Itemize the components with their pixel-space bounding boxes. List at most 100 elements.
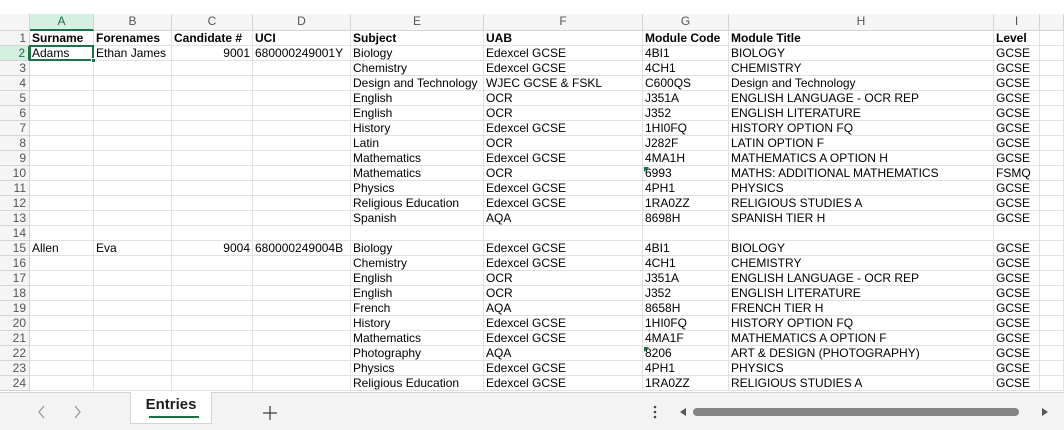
cell: AQA [484,211,643,226]
cell: 4BI1 [643,46,729,61]
cell [30,181,94,196]
cell [94,106,172,121]
cell: 4CH1 [643,61,729,76]
cell: GCSE [994,241,1040,256]
column-header: I [994,14,1040,31]
cell [30,361,94,376]
cell [94,76,172,91]
cell: 680000249001Y [253,46,351,61]
cell [994,226,1040,241]
cell [1040,151,1064,166]
tab-bar: Entries [0,392,1064,430]
cell [94,136,172,151]
sheet-tab[interactable]: Entries [130,392,212,424]
next-sheet-button[interactable] [74,405,81,419]
cell: History [351,121,484,136]
cell: 680000249004B [253,241,351,256]
cell [94,181,172,196]
cell [30,376,94,391]
cell [172,316,253,331]
cell: OCR [484,136,643,151]
cell: OCR [484,91,643,106]
cell [1040,76,1064,91]
cell: 1RA0ZZ [643,196,729,211]
more-options[interactable] [653,410,657,414]
scroll-right[interactable] [1042,408,1048,416]
cell: 4BI1 [643,241,729,256]
cell [94,346,172,361]
cell [94,226,172,241]
cell [1040,256,1064,271]
cell [1040,331,1064,346]
cell [1040,226,1064,241]
cell [30,256,94,271]
row-header: 2 [0,46,30,61]
cell: Chemistry [351,61,484,76]
cell: OCR [484,166,643,181]
cell: GCSE [994,271,1040,286]
cell [1040,316,1064,331]
cell: Forenames [94,31,172,46]
more-options[interactable] [653,405,657,409]
row-header: 21 [0,331,30,346]
cell [1040,346,1064,361]
cell: PHYSICS [729,181,994,196]
cell: 4PH1 [643,181,729,196]
row-header: 11 [0,181,30,196]
cell: ENGLISH LANGUAGE - OCR REP [729,91,994,106]
cell [30,91,94,106]
cell [253,91,351,106]
cell: Biology [351,46,484,61]
cell: GCSE [994,316,1040,331]
selected-cell [29,45,94,61]
cell [1040,301,1064,316]
cell [30,301,94,316]
cell [484,226,643,241]
cell [172,361,253,376]
cell [172,256,253,271]
cell: GCSE [994,301,1040,316]
column-header: D [253,14,351,31]
column-header: B [94,14,172,31]
scroll-left[interactable] [680,408,686,416]
cell [94,151,172,166]
cell: J282F [643,136,729,151]
row-header: 10 [0,166,30,181]
cell [1040,376,1064,391]
cell: Edexcel GCSE [484,256,643,271]
cell [94,286,172,301]
cell: Mathematics [351,151,484,166]
row-header: 15 [0,241,30,256]
column-header: E [351,14,484,31]
row-header: 19 [0,301,30,316]
prev-sheet-button[interactable] [38,405,45,419]
error-indicator [644,167,649,172]
cell [172,121,253,136]
scrollbar-thumb[interactable] [693,408,1019,416]
cell: Edexcel GCSE [484,331,643,346]
cell: OCR [484,271,643,286]
cell [1040,361,1064,376]
cell: Edexcel GCSE [484,196,643,211]
cell: Edexcel GCSE [484,46,643,61]
cell [172,271,253,286]
cell: Surname [30,31,94,46]
row-header: 22 [0,346,30,361]
cell: J351A [643,271,729,286]
cell: Physics [351,181,484,196]
cell [1040,121,1064,136]
cell [253,61,351,76]
cell [30,226,94,241]
cell [94,331,172,346]
cell [172,91,253,106]
cell: RELIGIOUS STUDIES A [729,196,994,211]
cell: History [351,316,484,331]
cell [30,316,94,331]
cell [1040,31,1064,46]
cell: Edexcel GCSE [484,181,643,196]
more-options[interactable] [653,415,657,419]
error-indicator [644,347,649,352]
cell: J351A [643,91,729,106]
select-all-corner [0,14,30,31]
